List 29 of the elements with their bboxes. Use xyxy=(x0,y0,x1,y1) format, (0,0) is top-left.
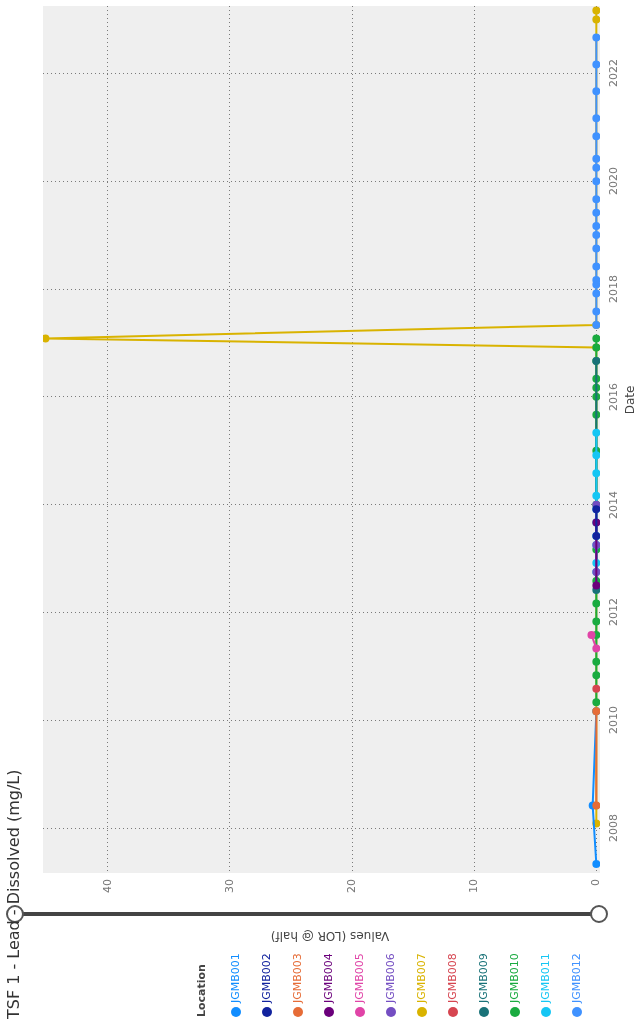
text: JGMB003 xyxy=(291,953,304,1003)
text: JGMB006 xyxy=(384,953,397,1003)
text: JGMB001 xyxy=(229,953,242,1003)
y-axis-title: Date xyxy=(622,384,638,417)
text: JGMB004 xyxy=(322,953,335,1003)
text: TSF 1 - Lead - Dissolved (mg/L) xyxy=(4,769,23,1019)
y-tick-label: 2018 xyxy=(607,274,621,305)
y-tick-label: 2008 xyxy=(607,813,621,845)
text: JGMB007 xyxy=(415,953,428,1003)
legend-title: Location xyxy=(195,963,208,1017)
x-tick-label: 10 xyxy=(467,879,481,893)
y-tick-label: 2012 xyxy=(607,597,621,629)
text: JGMB005 xyxy=(353,953,366,1003)
x-tick-label: 30 xyxy=(222,879,236,893)
text: JGMB009 xyxy=(477,953,490,1003)
text: JGMB002 xyxy=(260,953,273,1003)
y-tick-label: 2014 xyxy=(607,489,621,521)
x-tick-label: 40 xyxy=(100,879,114,893)
text: JGMB012 xyxy=(570,953,583,1003)
text: JGMB010 xyxy=(508,953,521,1003)
y-tick-label: 2010 xyxy=(607,705,621,737)
x-axis-title: Values (LOR @ half) xyxy=(269,928,391,944)
y-tick-label: 2016 xyxy=(607,381,621,413)
y-tick-label: 2022 xyxy=(607,58,621,90)
x-tick-label: 20 xyxy=(344,879,358,893)
y-tick-label: 2020 xyxy=(607,166,621,198)
x-tick-label: 0 xyxy=(589,879,603,886)
text: JGMB008 xyxy=(446,953,459,1003)
text: JGMB011 xyxy=(539,953,552,1003)
